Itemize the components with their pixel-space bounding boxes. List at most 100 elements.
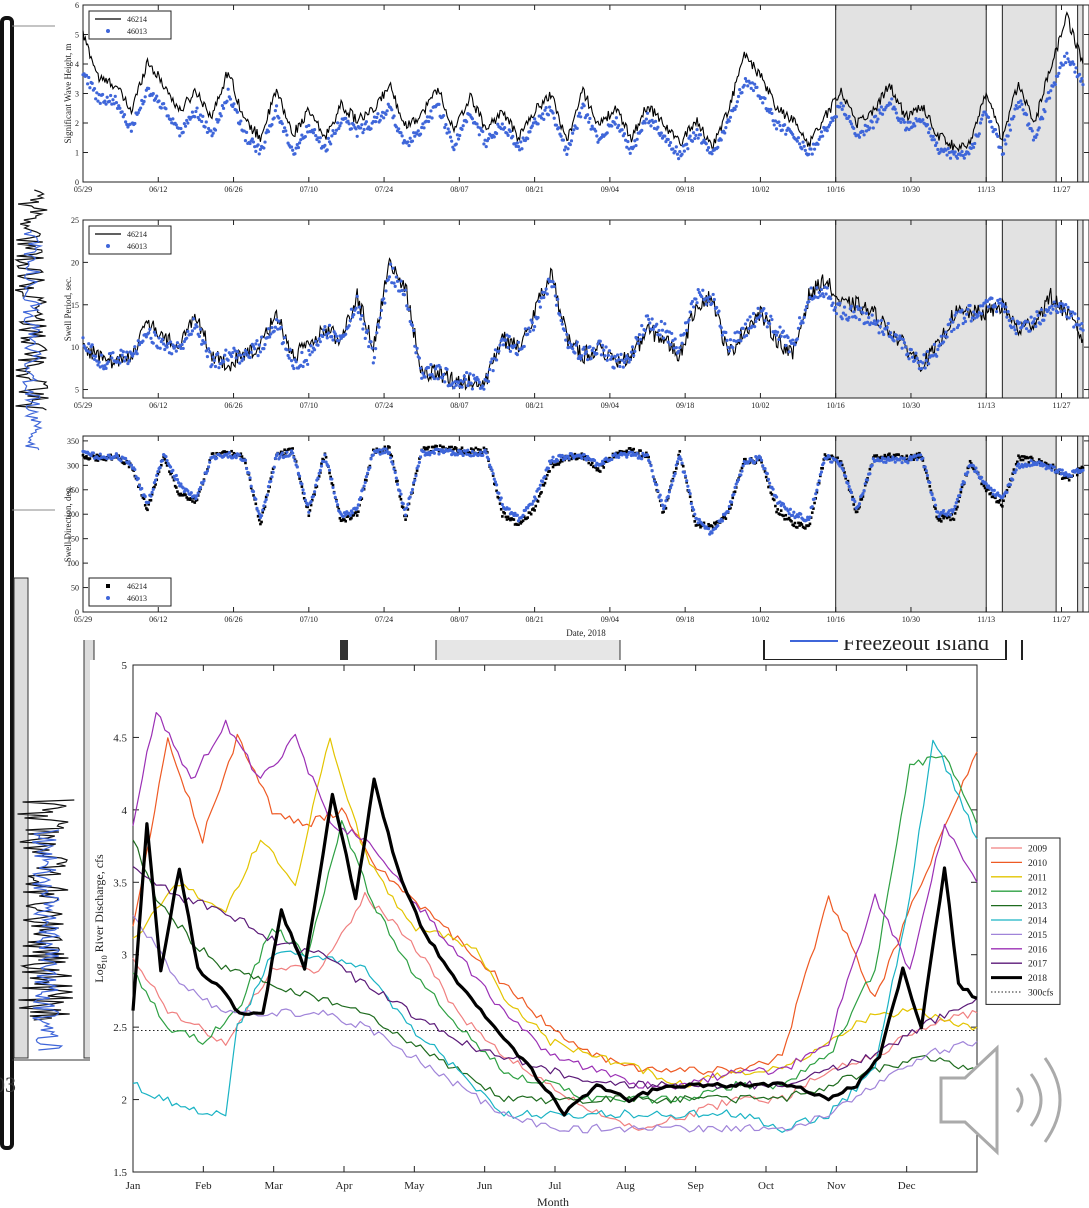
series-46214-point: [575, 457, 579, 461]
series-46013-point: [978, 121, 983, 125]
series-46013-point: [625, 145, 629, 149]
series-46013-point: [359, 126, 363, 130]
y-tick-label: 15: [71, 301, 79, 310]
series-46013-point: [959, 487, 963, 492]
series-46214-point: [1020, 455, 1024, 458]
series-46013-point: [171, 117, 175, 121]
series-46013-point: [527, 326, 531, 330]
series-46013-point: [331, 485, 335, 490]
x-tick-label: 08/21: [525, 185, 543, 194]
series-46013-point: [491, 472, 495, 476]
series-46214-point: [1026, 456, 1030, 460]
series-46013-point: [864, 311, 869, 315]
series-46214-point: [918, 451, 921, 455]
series-46214-point: [723, 515, 727, 519]
series-46013-point: [178, 344, 182, 348]
series-46013-point: [680, 341, 684, 345]
series-46214-point: [933, 505, 936, 508]
series-46013-point: [783, 123, 787, 127]
series-46013-point: [902, 456, 907, 460]
series-46013-point: [768, 322, 772, 326]
series-46013-point: [575, 126, 579, 131]
series-46214-point: [959, 490, 963, 494]
series-46013-point: [1079, 79, 1083, 83]
series-46013-point: [688, 492, 692, 496]
discharge-ylabel: Log10 River Discharge, cfs: [92, 854, 109, 983]
series-46013-point: [461, 453, 465, 458]
series-46013-point: [367, 344, 371, 349]
series-46214-point: [778, 513, 782, 516]
series-46013-point: [137, 484, 142, 488]
series-46214-point: [517, 523, 520, 527]
series-46013-point: [890, 97, 894, 101]
series-46214-point: [271, 467, 275, 471]
series-46013-point: [746, 318, 750, 322]
series-46013-point: [160, 337, 165, 341]
series-46013-point: [865, 124, 870, 128]
series-46214-point: [254, 502, 258, 506]
series-46013-point: [409, 491, 413, 495]
series-46214-point: [85, 455, 88, 458]
series-46013-point: [900, 346, 904, 350]
series-46013-point: [323, 453, 327, 457]
series-46013-point: [832, 308, 836, 312]
series-46013-point: [132, 352, 136, 356]
series-46013-point: [842, 305, 847, 309]
series-46013-point: [516, 340, 521, 344]
series-46013-point: [1029, 126, 1033, 131]
series-46013-point: [455, 453, 460, 457]
series-46013-point: [741, 464, 745, 468]
series-46013-point: [658, 493, 662, 497]
series-46013-point: [963, 152, 968, 156]
series-46013-point: [375, 115, 379, 120]
legend-label-2011: 2011: [1028, 873, 1047, 883]
series-46013-point: [323, 143, 327, 147]
series-46013-point: [723, 131, 727, 135]
series-46214-point: [1027, 461, 1031, 464]
series-46214-point: [601, 464, 604, 467]
series-46013-point: [797, 316, 802, 320]
x-tick-label: Jun: [477, 1180, 493, 1192]
series-46013-point: [688, 310, 692, 314]
series-46214-point: [1031, 457, 1034, 460]
series-46013-point: [363, 480, 367, 485]
series-46013-point: [736, 94, 741, 99]
series-46013-point: [280, 451, 284, 455]
series-46013-point: [174, 473, 178, 478]
series-46013-point: [141, 339, 145, 343]
series-46214-point: [675, 467, 678, 470]
series-46214-point: [812, 507, 815, 510]
series-46214-point: [921, 459, 925, 462]
series-46013-point: [1035, 310, 1039, 314]
series-46013-point: [666, 494, 670, 498]
series-46214-point: [800, 523, 804, 526]
series-46013-point: [310, 350, 314, 354]
series-46013-point: [556, 459, 560, 463]
series-46013-point: [278, 455, 282, 459]
series-46013-point: [354, 127, 358, 131]
series-46013-point: [592, 458, 597, 463]
series-46013-point: [348, 513, 352, 517]
series-46013-point: [428, 453, 432, 457]
series-46214-point: [815, 490, 819, 494]
x-tick-label: 07/24: [375, 185, 393, 194]
series-46214-point: [731, 496, 735, 500]
series-46214-point: [390, 454, 394, 458]
series-46214-point: [127, 465, 131, 469]
series-46013-point: [667, 143, 672, 147]
series-46214-point: [875, 454, 879, 457]
series-46013-point: [659, 131, 663, 135]
series-46013-point: [400, 134, 404, 138]
speaker-volume-icon[interactable]: [935, 1040, 1085, 1160]
series-46013-point: [119, 348, 123, 352]
series-46013-point: [262, 504, 266, 508]
series-46013-point: [98, 452, 102, 456]
series-46013-point: [134, 349, 138, 353]
series-46013-point: [693, 136, 697, 141]
series-46013-point: [206, 465, 211, 469]
series-46214-point: [1002, 499, 1005, 503]
x-tick-label: 07/10: [300, 401, 318, 410]
series-46013-point: [1080, 77, 1084, 81]
series-46214-point: [640, 455, 644, 458]
series-46013-point: [909, 458, 913, 462]
